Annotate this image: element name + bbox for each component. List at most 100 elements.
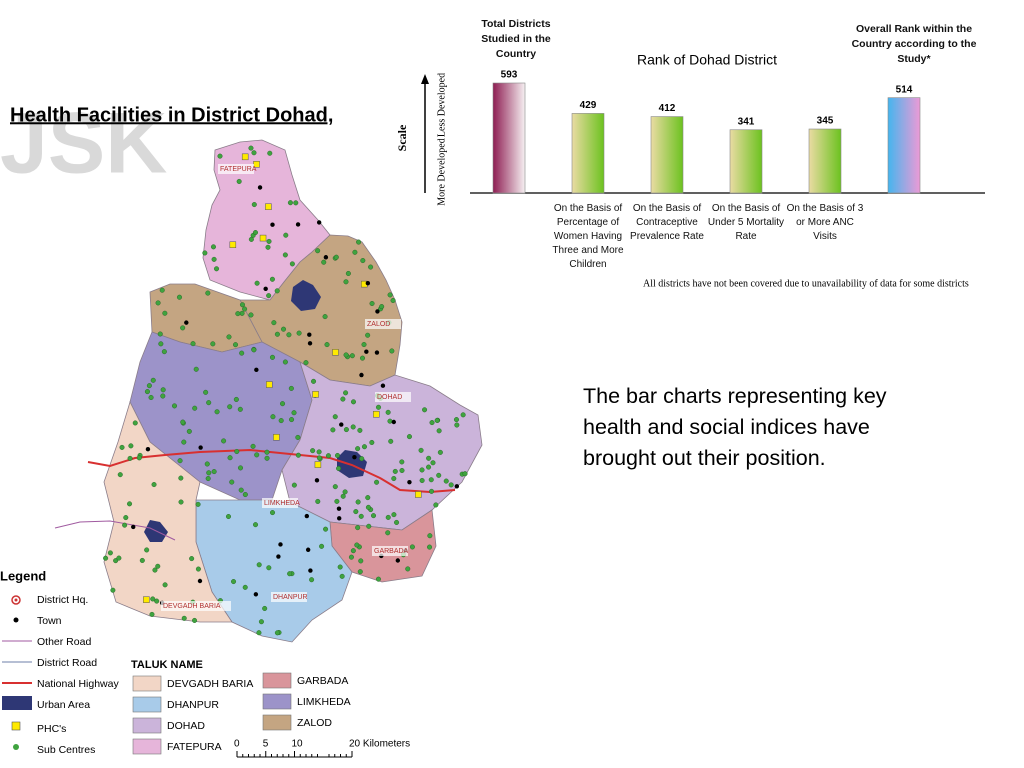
town-marker — [257, 185, 263, 190]
sub-centre-marker — [193, 366, 199, 372]
phc-marker — [143, 596, 150, 603]
scale-label: 10 — [292, 739, 304, 750]
sub-centre-marker — [227, 404, 233, 410]
town-marker — [307, 341, 313, 346]
sub-centre-marker — [287, 571, 293, 577]
sub-centre-marker — [334, 498, 340, 504]
sub-centre-marker — [251, 150, 257, 156]
taluk-label: ZALOD — [297, 717, 332, 729]
legend-icon — [2, 696, 32, 710]
sub-centre-marker — [177, 458, 183, 464]
sub-centre-marker — [448, 482, 454, 488]
sub-centre-marker — [429, 420, 435, 426]
sub-centre-marker — [288, 385, 294, 391]
sub-centre-marker — [427, 533, 433, 539]
sub-centre-marker — [227, 455, 233, 461]
sub-centre-marker — [360, 258, 366, 264]
sub-centre-marker — [181, 615, 187, 621]
sub-centre-marker — [269, 276, 275, 282]
town-marker — [304, 513, 310, 519]
sub-centre-marker — [405, 566, 411, 572]
sub-centre-marker — [429, 488, 435, 494]
sub-centre-marker — [267, 150, 273, 156]
legend-label: Other Road — [37, 636, 91, 648]
sub-centre-marker — [157, 331, 163, 337]
sub-centre-marker — [242, 306, 248, 312]
sub-centre-marker — [427, 544, 433, 550]
sub-centre-marker — [189, 556, 195, 562]
town-marker — [184, 320, 189, 325]
phc-marker — [373, 411, 380, 418]
bar-value-label: 341 — [738, 116, 755, 127]
sub-centre-marker — [238, 487, 244, 493]
sub-centre-marker — [315, 498, 321, 504]
sub-centre-marker — [316, 449, 322, 455]
sub-centre-marker — [266, 565, 272, 571]
sub-centre-marker — [149, 611, 155, 617]
sub-centre-marker — [426, 455, 432, 461]
sub-centre-marker — [210, 341, 216, 347]
sub-centre-marker — [214, 409, 220, 415]
sub-centre-marker — [356, 239, 362, 245]
sub-centre-marker — [282, 359, 288, 365]
phc-marker — [273, 434, 280, 441]
sub-centre-marker — [390, 297, 396, 303]
logo-watermark: JSK — [0, 96, 167, 192]
sub-centre-marker — [202, 250, 208, 256]
taluk-legend-title: TALUK NAME — [131, 659, 203, 671]
sub-centre-marker — [376, 404, 382, 410]
sub-centre-marker — [250, 443, 256, 449]
sub-centre-marker — [159, 287, 165, 293]
sub-centre-marker — [262, 605, 268, 611]
map-label-box — [375, 392, 411, 402]
sub-centre-marker — [210, 244, 216, 250]
taluk-label: FATEPURA — [167, 741, 222, 753]
sub-centre-marker — [385, 530, 391, 536]
town-marker — [359, 372, 364, 378]
sub-centre-marker — [343, 352, 349, 358]
sub-centre-marker — [117, 472, 123, 478]
sub-centre-marker — [204, 461, 210, 467]
sub-centre-marker — [437, 449, 443, 455]
town-marker — [380, 383, 386, 388]
sub-centre-marker — [233, 342, 239, 348]
town-marker — [364, 349, 369, 354]
sub-centre-marker — [144, 547, 150, 553]
sub-centre-marker — [336, 465, 342, 471]
phc-marker — [312, 391, 319, 398]
bar — [808, 128, 842, 194]
sub-centre-marker — [211, 256, 217, 262]
sub-centre-marker — [310, 448, 316, 454]
sub-centre-marker — [264, 449, 270, 455]
sub-centre-marker — [264, 455, 270, 461]
sub-centre-marker — [139, 557, 145, 563]
sub-centre-marker — [428, 477, 434, 483]
town-marker — [352, 454, 357, 460]
map-label: LIMKHEDA — [264, 500, 300, 507]
town-marker — [197, 578, 203, 584]
y-top-label: Less Developed — [436, 73, 447, 137]
town-marker — [375, 309, 380, 314]
sub-centre-marker — [248, 236, 254, 242]
sub-centre-marker — [192, 617, 198, 623]
sub-centre-marker — [231, 579, 237, 585]
sub-centre-marker — [239, 350, 245, 356]
sub-centre-marker — [443, 478, 449, 484]
sub-centre-marker — [274, 630, 280, 636]
scale-label: 20 Kilometers — [349, 739, 410, 750]
sub-centre-marker — [343, 427, 349, 433]
phc-marker — [332, 349, 339, 356]
sub-centre-marker — [385, 409, 391, 415]
sub-centre-marker — [286, 332, 292, 338]
sub-centre-marker — [253, 522, 259, 528]
sub-centre-marker — [321, 259, 327, 265]
bar-value-label: 345 — [817, 116, 834, 127]
sub-centre-marker — [369, 439, 375, 445]
sub-centre-marker — [342, 489, 348, 495]
taluk-label: DHANPUR — [167, 699, 219, 711]
sub-centre-marker — [406, 434, 412, 440]
sub-centre-marker — [211, 469, 217, 475]
sub-centre-marker — [345, 270, 351, 276]
sub-centre-marker — [256, 630, 262, 636]
